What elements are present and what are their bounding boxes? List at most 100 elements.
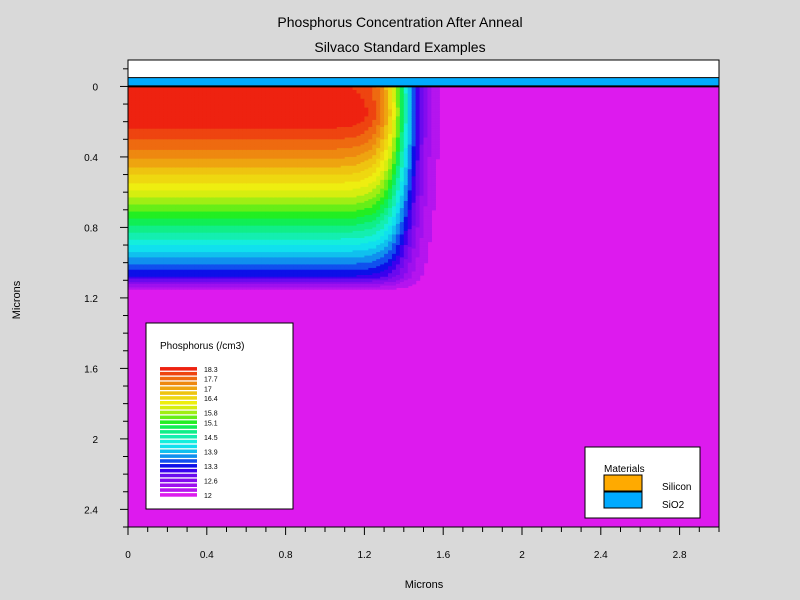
contour-cell	[269, 112, 275, 116]
contour-cell	[183, 252, 188, 255]
contour-cell	[159, 134, 165, 137]
contour-cell	[214, 153, 220, 156]
contour-cell	[143, 151, 149, 154]
contour-cell	[206, 230, 212, 234]
contour-cell	[183, 223, 188, 227]
contour-cell	[261, 283, 267, 287]
contour-cell	[167, 93, 172, 96]
contour-cell	[218, 185, 224, 188]
contour-cell	[163, 167, 168, 170]
contour-cell	[135, 174, 141, 177]
contour-cell	[131, 86, 137, 89]
contour-cell	[175, 193, 180, 197]
contour-cell	[210, 208, 216, 211]
contour-cell	[281, 257, 287, 260]
contour-cell	[143, 193, 149, 197]
contour-cell	[289, 257, 295, 260]
contour-cell	[183, 105, 188, 109]
contour-cell	[254, 253, 259, 257]
contour-cell	[273, 253, 279, 257]
contour-cell	[163, 190, 168, 193]
contour-cell	[151, 255, 157, 258]
contour-cell	[183, 142, 188, 146]
contour-cell	[230, 97, 235, 100]
contour-cell	[179, 155, 184, 158]
contour-cell	[131, 105, 137, 109]
contour-cell	[143, 165, 149, 169]
contour-cell	[250, 202, 255, 206]
contour-cell	[139, 171, 145, 174]
contour-cell	[163, 135, 168, 139]
contour-cell	[143, 253, 149, 257]
contour-cell	[218, 216, 224, 220]
contour-cell	[281, 245, 287, 248]
contour-cell	[131, 88, 137, 91]
contour-cell	[222, 282, 228, 285]
contour-cell	[198, 264, 204, 267]
contour-cell	[187, 234, 192, 237]
contour-cell	[143, 167, 149, 170]
contour-cell	[194, 167, 200, 170]
contour-cell	[277, 178, 283, 181]
contour-cell	[226, 225, 232, 229]
contour-cell	[277, 259, 283, 262]
contour-cell	[277, 248, 283, 251]
contour-cell	[147, 149, 153, 153]
contour-cell	[151, 266, 157, 269]
contour-cell	[155, 276, 161, 280]
contour-cell	[261, 211, 267, 214]
contour-cell	[285, 156, 291, 160]
contour-cell	[206, 97, 212, 100]
contour-cell	[230, 88, 235, 91]
contour-cell	[202, 202, 208, 206]
contour-cell	[289, 215, 295, 218]
contour-cell	[293, 211, 299, 214]
contour-cell	[242, 119, 247, 123]
contour-cell	[218, 93, 224, 96]
contour-cell	[242, 208, 247, 211]
contour-cell	[281, 165, 287, 169]
contour-cell	[210, 156, 216, 160]
contour-cell	[191, 176, 196, 179]
contour-cell	[187, 160, 192, 163]
contour-cell	[155, 252, 161, 255]
contour-cell	[131, 163, 137, 167]
contour-cell	[175, 250, 180, 253]
contour-cell	[297, 130, 302, 133]
contour-cell	[226, 171, 232, 174]
contour-cell	[258, 179, 263, 183]
contour-cell	[135, 222, 141, 225]
contour-cell	[258, 190, 263, 193]
contour-cell	[151, 230, 157, 234]
contour-cell	[234, 183, 239, 186]
contour-cell	[163, 230, 168, 234]
contour-cell	[159, 273, 165, 276]
contour-cell	[293, 202, 299, 206]
contour-cell	[258, 162, 263, 165]
contour-cell	[242, 282, 247, 285]
contour-cell	[250, 239, 255, 243]
contour-cell	[281, 102, 287, 105]
contour-cell	[187, 193, 192, 197]
contour-cell	[261, 266, 267, 269]
contour-cell	[234, 109, 239, 112]
contour-cell	[171, 111, 176, 114]
contour-cell	[222, 234, 228, 237]
contour-cell	[167, 278, 172, 281]
contour-cell	[242, 135, 247, 139]
contour-cell	[159, 167, 165, 170]
contour-cell	[246, 88, 251, 91]
contour-cell	[128, 102, 133, 105]
contour-cell	[246, 216, 251, 220]
contour-cell	[183, 273, 188, 276]
contour-cell	[273, 107, 279, 110]
contour-cell	[285, 126, 291, 130]
contour-cell	[139, 237, 145, 241]
contour-cell	[214, 200, 220, 204]
contour-cell	[179, 239, 184, 243]
contour-cell	[242, 171, 247, 174]
contour-cell	[250, 118, 255, 121]
contour-cell	[277, 119, 283, 123]
contour-cell	[163, 160, 168, 163]
contour-cell	[258, 163, 263, 167]
